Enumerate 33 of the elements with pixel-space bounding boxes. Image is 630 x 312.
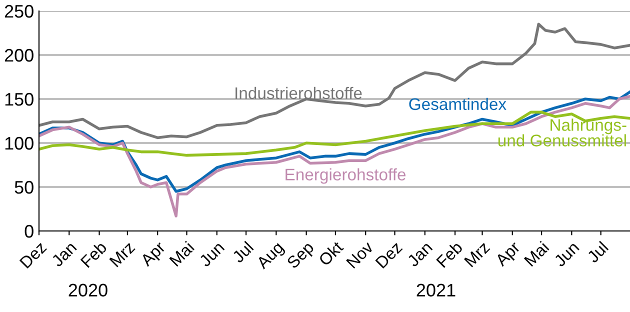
x-tick-label: Jan bbox=[50, 241, 78, 268]
x-tick-label: Feb bbox=[436, 240, 464, 268]
series-label: Energierohstoffe bbox=[286, 168, 406, 184]
x-tick-label: Dez bbox=[375, 241, 403, 269]
x-tick-label: Mrz bbox=[464, 241, 490, 268]
y-tick-label: 50 bbox=[14, 180, 34, 194]
x-tick-label: Mai bbox=[524, 240, 550, 267]
x-tick-label: Mai bbox=[168, 240, 195, 267]
y-tick-label: 200 bbox=[4, 48, 34, 62]
text: 2021 bbox=[416, 284, 456, 297]
x-tick-label: Feb bbox=[80, 240, 108, 268]
y-tick-label: 250 bbox=[4, 4, 34, 18]
y-tick-label: 0 bbox=[24, 224, 34, 238]
x-tick-label: Okt bbox=[318, 240, 344, 266]
x-tick-label: Mrz bbox=[109, 241, 136, 268]
x-tick-label: Jun bbox=[553, 241, 580, 268]
x-tick-label: Jan bbox=[406, 241, 433, 268]
x-tick-label: Jul bbox=[586, 240, 609, 264]
y-tick-label: 100 bbox=[5, 136, 34, 150]
x-tick-label: Aug bbox=[256, 241, 286, 272]
text: 2020 bbox=[68, 284, 108, 297]
y-tick-label: 150 bbox=[5, 92, 34, 106]
x-tick-label: Apr bbox=[494, 240, 524, 270]
line-series bbox=[39, 110, 630, 157]
x-tick-label: Dez bbox=[19, 241, 48, 269]
series-label: Nahrungs- und Genussmittel bbox=[498, 118, 626, 146]
x-tick-label: Jul bbox=[231, 240, 254, 264]
x-tick-label: Nov bbox=[346, 240, 374, 269]
x-tick-label: Apr bbox=[140, 240, 168, 270]
series-label: Industrierohstoffe bbox=[236, 86, 362, 100]
x-tick-label: Sep bbox=[286, 240, 317, 272]
x-tick-label: Jun bbox=[198, 241, 225, 268]
series-label: Gesamtindex bbox=[409, 98, 506, 110]
